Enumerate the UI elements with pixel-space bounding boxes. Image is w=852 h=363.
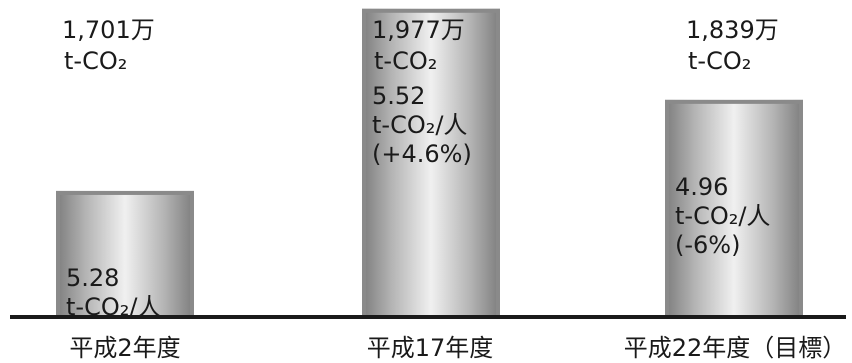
bar xyxy=(665,99,803,317)
per-capita-label: t-CO₂/人 xyxy=(372,111,467,139)
per-capita-label: (+4.6%) xyxy=(372,140,472,168)
value-label: 1,839万 xyxy=(686,16,779,44)
x-tick-label: 平成22年度（目標） xyxy=(624,334,847,362)
value-unit-label: t-CO₂ xyxy=(374,47,437,75)
value-unit-label: t-CO₂ xyxy=(688,47,751,75)
value-label: 1,977万 xyxy=(372,16,465,44)
bar xyxy=(362,8,500,318)
per-capita-label: 4.96 xyxy=(675,173,728,201)
x-tick-label: 平成17年度 xyxy=(367,334,494,362)
per-capita-label: t-CO₂/人 xyxy=(675,202,770,230)
per-capita-label: 5.52 xyxy=(372,82,425,110)
per-capita-label: 5.28 xyxy=(66,264,119,292)
value-label: 1,701万 xyxy=(62,16,155,44)
x-tick-label: 平成2年度 xyxy=(69,334,180,362)
value-unit-label: t-CO₂ xyxy=(64,47,127,75)
bar xyxy=(56,190,194,317)
per-capita-label: (-6%) xyxy=(675,231,740,259)
